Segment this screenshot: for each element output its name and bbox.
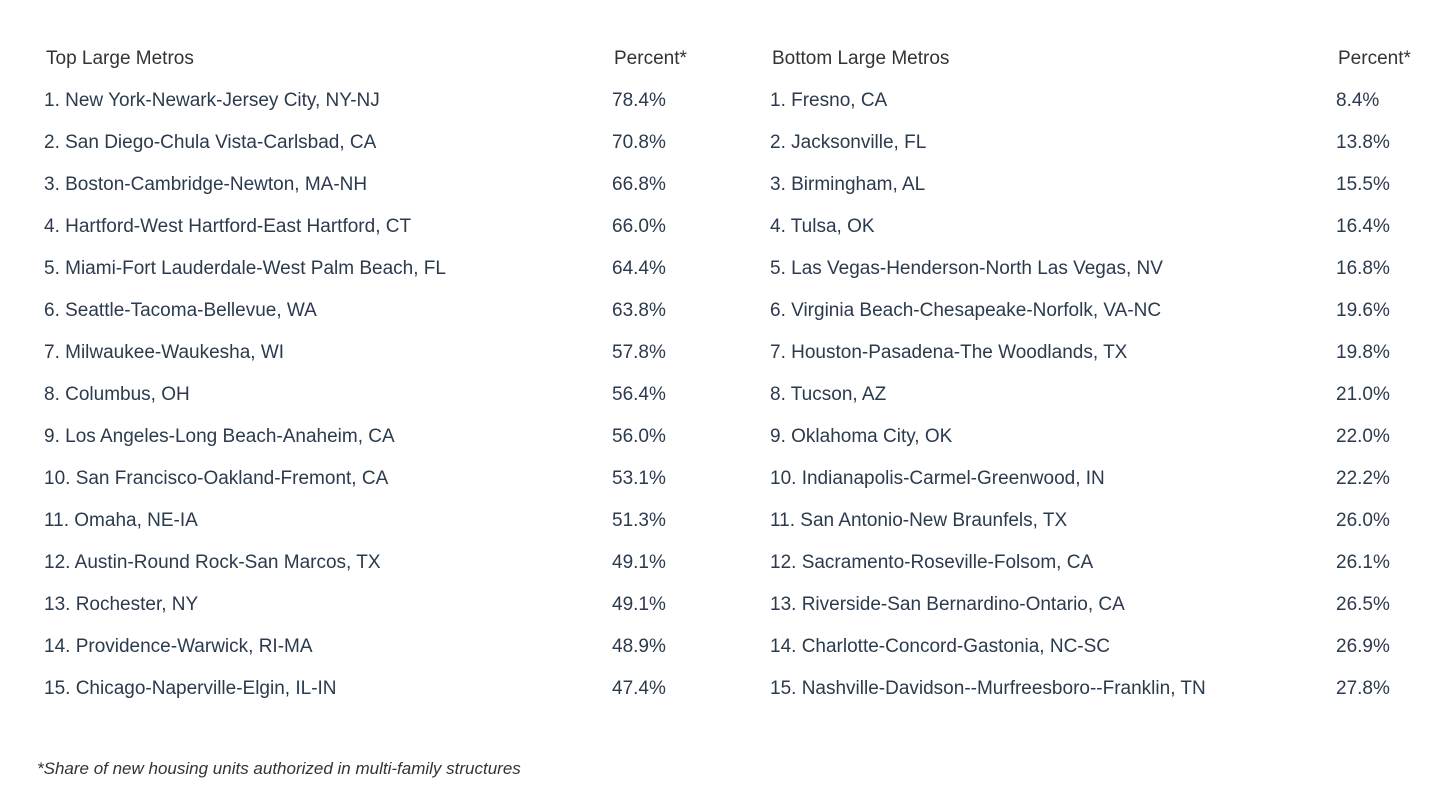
metro-name: 9. Los Angeles-Long Beach-Anaheim, CA bbox=[44, 426, 395, 447]
metro-name: 10. San Francisco-Oakland-Fremont, CA bbox=[44, 468, 389, 489]
metro-name: 6. Virginia Beach-Chesapeake-Norfolk, VA… bbox=[770, 300, 1162, 321]
metro-percent: 22.2% bbox=[1336, 468, 1390, 489]
metro-percent: 78.4% bbox=[612, 90, 666, 111]
metro-percent: 49.1% bbox=[612, 594, 666, 615]
metro-percent: 26.0% bbox=[1336, 510, 1390, 531]
metro-name: 13. Rochester, NY bbox=[44, 594, 199, 615]
top-metros-header: Top Large Metros bbox=[46, 48, 194, 69]
footnote: *Share of new housing units authorized i… bbox=[37, 759, 521, 778]
metro-percent: 51.3% bbox=[612, 510, 666, 531]
metro-name: 15. Chicago-Naperville-Elgin, IL-IN bbox=[44, 678, 337, 699]
bottom-percent-header: Percent* bbox=[1338, 48, 1411, 69]
metro-percent: 70.8% bbox=[612, 132, 666, 153]
metro-percent: 8.4% bbox=[1336, 90, 1380, 111]
metro-name: 7. Houston-Pasadena-The Woodlands, TX bbox=[770, 342, 1128, 363]
metro-percent: 26.9% bbox=[1336, 636, 1390, 657]
metro-percent: 19.8% bbox=[1336, 342, 1390, 363]
metro-percent: 49.1% bbox=[612, 552, 666, 573]
metro-name: 8. Columbus, OH bbox=[44, 384, 190, 405]
metro-name: 15. Nashville-Davidson--Murfreesboro--Fr… bbox=[770, 678, 1206, 699]
metro-name: 3. Boston-Cambridge-Newton, MA-NH bbox=[44, 174, 368, 195]
metro-percent: 66.0% bbox=[612, 216, 666, 237]
metro-percent: 27.8% bbox=[1336, 678, 1390, 699]
metro-percent: 56.4% bbox=[612, 384, 666, 405]
metro-name: 11. Omaha, NE-IA bbox=[44, 510, 198, 531]
metro-name: 13. Riverside-San Bernardino-Ontario, CA bbox=[770, 594, 1125, 615]
metro-percent: 63.8% bbox=[612, 300, 666, 321]
metro-name: 1. Fresno, CA bbox=[770, 90, 888, 111]
metro-name: 5. Miami-Fort Lauderdale-West Palm Beach… bbox=[44, 258, 446, 279]
top-percent-header: Percent* bbox=[614, 48, 687, 69]
metro-percent: 26.5% bbox=[1336, 594, 1390, 615]
metro-percent: 15.5% bbox=[1336, 174, 1390, 195]
metro-name: 4. Hartford-West Hartford-East Hartford,… bbox=[44, 216, 412, 237]
metro-percent: 47.4% bbox=[612, 678, 666, 699]
metro-name: 4. Tulsa, OK bbox=[770, 216, 875, 237]
metro-name: 7. Milwaukee-Waukesha, WI bbox=[44, 342, 285, 363]
metro-percent: 16.8% bbox=[1336, 258, 1390, 279]
metro-name: 5. Las Vegas-Henderson-North Las Vegas, … bbox=[770, 258, 1163, 279]
metro-name: 9. Oklahoma City, OK bbox=[770, 426, 953, 447]
metro-percent: 64.4% bbox=[612, 258, 666, 279]
metro-name: 6. Seattle-Tacoma-Bellevue, WA bbox=[44, 300, 317, 321]
metro-percent: 26.1% bbox=[1336, 552, 1390, 573]
metro-percent: 19.6% bbox=[1336, 300, 1390, 321]
metro-name: 11. San Antonio-New Braunfels, TX bbox=[770, 510, 1068, 531]
metro-name: 14. Providence-Warwick, RI-MA bbox=[44, 636, 313, 657]
metro-percent: 57.8% bbox=[612, 342, 666, 363]
metro-name: 12. Austin-Round Rock-San Marcos, TX bbox=[44, 552, 381, 573]
metro-percent: 48.9% bbox=[612, 636, 666, 657]
metro-percent: 22.0% bbox=[1336, 426, 1390, 447]
metro-percent: 56.0% bbox=[612, 426, 666, 447]
metro-name: 12. Sacramento-Roseville-Folsom, CA bbox=[770, 552, 1094, 573]
metro-percent: 13.8% bbox=[1336, 132, 1390, 153]
metro-name: 14. Charlotte-Concord-Gastonia, NC-SC bbox=[770, 636, 1111, 657]
metro-name: 10. Indianapolis-Carmel-Greenwood, IN bbox=[770, 468, 1105, 489]
bottom-metros-header: Bottom Large Metros bbox=[772, 48, 950, 69]
metro-name: 8. Tucson, AZ bbox=[770, 384, 887, 405]
metro-name: 2. San Diego-Chula Vista-Carlsbad, CA bbox=[44, 132, 377, 153]
metro-percent: 21.0% bbox=[1336, 384, 1390, 405]
metro-percent: 53.1% bbox=[612, 468, 666, 489]
metro-percent: 66.8% bbox=[612, 174, 666, 195]
metro-name: 3. Birmingham, AL bbox=[770, 174, 926, 195]
metro-percent: 16.4% bbox=[1336, 216, 1390, 237]
metro-name: 1. New York-Newark-Jersey City, NY-NJ bbox=[44, 90, 380, 111]
metro-name: 2. Jacksonville, FL bbox=[770, 132, 927, 153]
